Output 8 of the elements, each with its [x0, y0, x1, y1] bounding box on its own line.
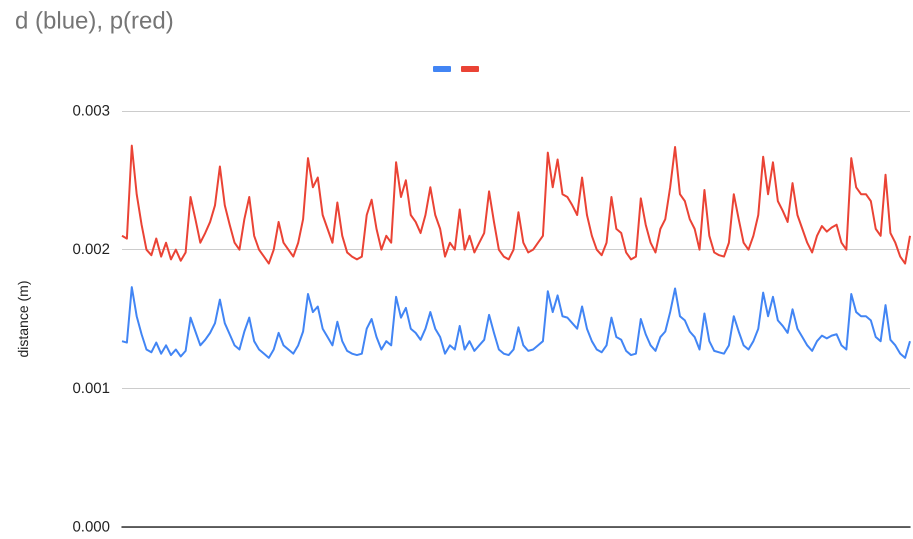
line-series [121, 144, 911, 265]
line-series [121, 286, 911, 359]
y-tick-label: 0.002 [72, 241, 110, 258]
y-tick-label: 0.001 [72, 380, 110, 397]
chart-title: d (blue), p(red) [15, 8, 174, 34]
y-tick-label: 0.003 [72, 102, 110, 120]
y-tick-label: 0.000 [72, 518, 110, 536]
y-axis-title: distance (m) [15, 280, 31, 358]
